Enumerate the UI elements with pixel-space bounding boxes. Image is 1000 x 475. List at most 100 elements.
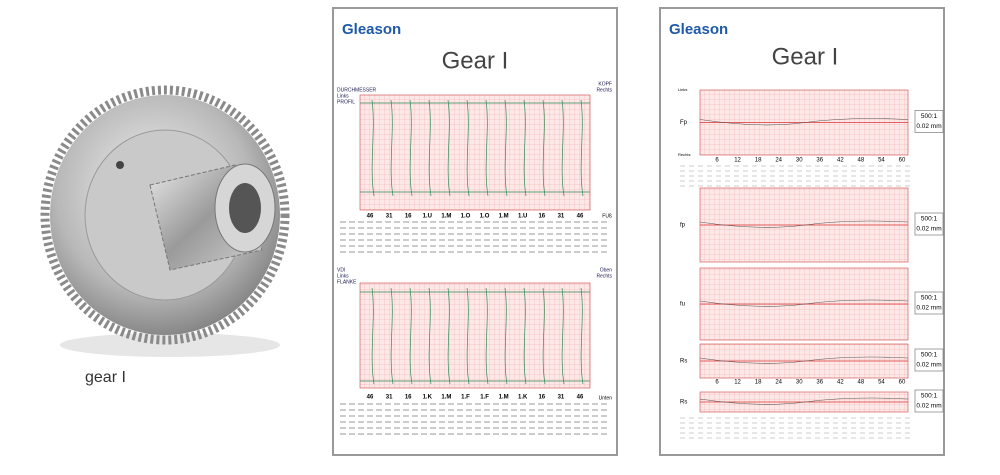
trace [542, 287, 546, 385]
tick-label: 16 [405, 395, 412, 401]
axis-label: 12 [734, 380, 741, 386]
axis-label: 24 [775, 158, 782, 164]
trace [447, 99, 451, 197]
label: Links [337, 93, 349, 99]
sheet-title: Gear I [772, 43, 839, 70]
side-label: Links [678, 87, 687, 92]
trace [409, 99, 413, 197]
trace [428, 287, 432, 385]
axis-label: 42 [837, 158, 844, 164]
trace [447, 287, 451, 385]
tick-label: 1.U [423, 214, 432, 220]
axis-label: 6 [715, 158, 719, 164]
trace [428, 99, 432, 197]
tick-label: 31 [386, 395, 393, 401]
scale-box [914, 389, 944, 413]
scale: 500:1 [921, 113, 938, 120]
caption: gear I [85, 369, 126, 386]
tick-label: 31 [558, 214, 565, 220]
scale-box [914, 212, 944, 236]
axis-label: 30 [796, 380, 803, 386]
panel-label: Fp [680, 120, 688, 126]
tick-label: 1.M [499, 214, 509, 220]
tick-label: 16 [538, 395, 545, 401]
trace [699, 356, 909, 364]
sheet-title: Gear I [442, 47, 509, 74]
unit: 0.02 mm [916, 226, 941, 233]
tick-label: 1.O [461, 214, 471, 220]
trace [580, 287, 584, 385]
axis-label: 48 [858, 380, 865, 386]
panel-label: Rs [680, 359, 687, 365]
axis-label: 54 [878, 380, 885, 386]
label: Rechts [596, 87, 612, 93]
axis-label: 36 [816, 380, 823, 386]
tick-label: 46 [577, 214, 584, 220]
axis-label: 24 [775, 380, 782, 386]
tick-label: 1.F [461, 395, 470, 401]
axis-label: 60 [899, 380, 906, 386]
axis-label: 48 [858, 158, 865, 164]
trace [390, 287, 394, 385]
scale: 500:1 [921, 216, 938, 223]
tick-label: 1.F [480, 395, 489, 401]
axis-label: 12 [734, 158, 741, 164]
tick-label: 1.M [441, 395, 451, 401]
trace [523, 99, 527, 197]
trace [466, 99, 470, 197]
tick-label: 1.O [480, 214, 490, 220]
panel-label: fp [680, 223, 686, 229]
label: FUß [602, 213, 612, 219]
label: FLANKE [337, 279, 357, 285]
tick-label: 1.K [518, 395, 528, 401]
unit: 0.02 mm [916, 305, 941, 312]
trace [561, 99, 565, 197]
unit: 0.02 mm [916, 362, 941, 369]
tick-label: 46 [367, 214, 374, 220]
axis-label: 18 [755, 380, 762, 386]
trace [504, 99, 508, 197]
trace [699, 299, 909, 307]
logo: Gleason [342, 21, 401, 38]
trace [504, 287, 508, 385]
axis-label: 60 [899, 158, 906, 164]
unit: 0.02 mm [916, 403, 941, 410]
label: PROFIL [337, 99, 355, 105]
trace [699, 220, 909, 228]
scale-box [914, 110, 944, 133]
trace [485, 99, 489, 197]
scale: 500:1 [921, 352, 938, 359]
axis-label: 42 [837, 380, 844, 386]
label: DURCHMESSER [337, 87, 377, 93]
trace [542, 99, 546, 197]
label: Links [337, 273, 349, 279]
tick-label: 46 [577, 395, 584, 401]
tick-label: 1.K [423, 395, 433, 401]
flank-chart [359, 282, 591, 389]
profile-chart [359, 94, 591, 211]
trace [485, 287, 489, 385]
tick-label: 46 [367, 395, 374, 401]
axis-label: 54 [878, 158, 885, 164]
label: Oben [600, 267, 612, 273]
tick-label: 1.M [499, 395, 509, 401]
trace [371, 287, 375, 385]
label: Rechts [596, 273, 612, 279]
axis-label: 30 [796, 158, 803, 164]
trace [699, 397, 909, 405]
panel-label: fu [680, 302, 685, 308]
axis-label: 36 [816, 158, 823, 164]
scale-box [914, 291, 944, 315]
logo: Gleason [669, 21, 728, 38]
trace [466, 287, 470, 385]
trace [561, 287, 565, 385]
label: KOPF [598, 81, 612, 87]
panel-label: Rs [680, 400, 687, 406]
trace [580, 99, 584, 197]
tick-label: 16 [405, 214, 412, 220]
gear-image [40, 85, 290, 357]
unit: 0.02 mm [916, 123, 941, 130]
scale: 500:1 [921, 393, 938, 400]
tick-label: 31 [386, 214, 393, 220]
